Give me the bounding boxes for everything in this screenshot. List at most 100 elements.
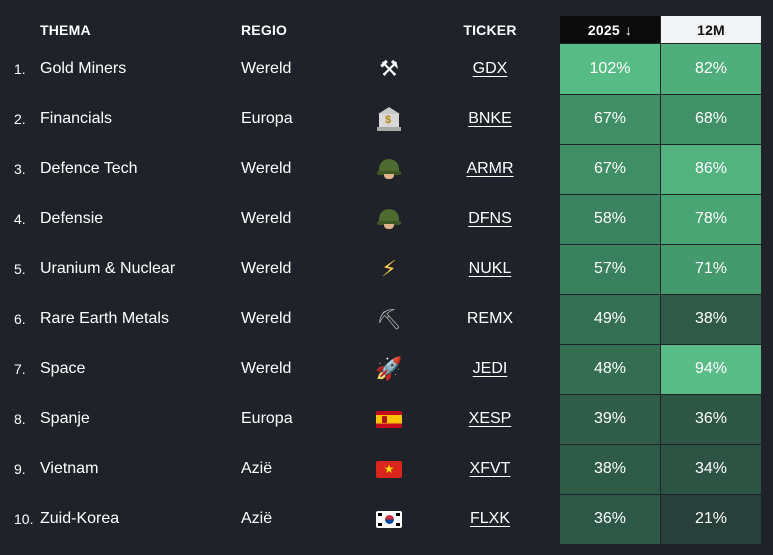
pick-and-hammer-icon: ⚒ <box>379 56 399 81</box>
ticker-cell: ARMR <box>440 144 540 194</box>
table-row[interactable]: 6. Rare Earth Metals Wereld ⛏ REMX 49% 38% <box>0 294 773 344</box>
column-header-thema[interactable]: THEMA <box>40 21 91 38</box>
theme-name: Defence Tech <box>40 160 138 177</box>
table-header: THEMA REGIO TICKER 2025 ↓ 12M <box>0 16 773 43</box>
flag-spain-icon <box>368 394 410 444</box>
ticker-link[interactable]: JEDI <box>472 360 508 377</box>
column-header-2025-label: 2025 <box>587 21 620 38</box>
lightning-icon: ⚡ <box>381 256 397 281</box>
sort-descending-icon: ↓ <box>624 21 633 38</box>
return-2025-cell: 57% <box>560 244 660 294</box>
ticker-link[interactable]: BNKE <box>468 110 512 127</box>
return-12m-cell: 34% <box>661 444 761 494</box>
rank-number: 7. <box>14 361 26 377</box>
row-divider <box>560 144 761 145</box>
return-2025-cell: 36% <box>560 494 660 544</box>
bank-icon: $ <box>368 94 410 144</box>
theme-name: Gold Miners <box>40 60 127 77</box>
pickaxe-icon: ⛏ <box>376 308 402 331</box>
table-row[interactable]: 9. Vietnam Azië ★ XFVT 38% 34% <box>0 444 773 494</box>
return-2025-cell: 67% <box>560 94 660 144</box>
ticker-cell: JEDI <box>440 344 540 394</box>
return-2025-cell: 102% <box>560 44 660 94</box>
ticker-link[interactable]: ARMR <box>466 160 514 177</box>
row-divider <box>560 394 761 395</box>
return-12m-cell: 36% <box>661 394 761 444</box>
theme-name: Rare Earth Metals <box>40 310 169 327</box>
return-12m-cell: 38% <box>661 294 761 344</box>
rank-number: 10. <box>14 511 34 527</box>
return-12m-cell: 82% <box>661 44 761 94</box>
rank-number: 5. <box>14 261 26 277</box>
return-12m-cell: 86% <box>661 144 761 194</box>
row-divider <box>560 344 761 345</box>
ticker-link[interactable]: NUKL <box>468 260 512 277</box>
region-label: Azië <box>241 460 273 477</box>
region-label: Wereld <box>241 260 292 277</box>
theme-name: Zuid-Korea <box>40 510 120 527</box>
table-row[interactable]: 5. Uranium & Nuclear Wereld ⚡ NUKL 57% 71% <box>0 244 773 294</box>
return-12m-cell: 68% <box>661 94 761 144</box>
region-label: Europa <box>241 110 293 127</box>
column-header-ticker[interactable]: TICKER <box>463 21 517 38</box>
region-label: Wereld <box>241 160 292 177</box>
row-divider <box>560 94 761 95</box>
ticker-link[interactable]: XESP <box>468 410 512 427</box>
table-row[interactable]: 2. Financials Europa $ BNKE 67% 68% <box>0 94 773 144</box>
theme-name: Spanje <box>40 410 90 427</box>
region-label: Wereld <box>241 360 292 377</box>
theme-name: Vietnam <box>40 460 99 477</box>
ticker-cell: REMX <box>440 294 540 344</box>
ticker-cell: GDX <box>440 44 540 94</box>
row-divider <box>560 194 761 195</box>
column-header-2025-sorted[interactable]: 2025 ↓ <box>560 16 661 43</box>
table-row[interactable]: 4. Defensie Wereld DFNS 58% 78% <box>0 194 773 244</box>
rank-number: 6. <box>14 311 26 327</box>
ticker-cell: XESP <box>440 394 540 444</box>
return-2025-cell: 49% <box>560 294 660 344</box>
return-12m-cell: 78% <box>661 194 761 244</box>
rocket-icon: 🚀 <box>375 356 403 381</box>
table-row[interactable]: 3. Defence Tech Wereld ARMR 67% 86% <box>0 144 773 194</box>
table-row[interactable]: 10. Zuid-Korea Azië FLXK 36% 21% <box>0 494 773 544</box>
flag-vietnam-icon: ★ <box>368 444 410 494</box>
table-row[interactable]: 7. Space Wereld 🚀 JEDI 48% 94% <box>0 344 773 394</box>
row-divider <box>560 244 761 245</box>
ticker-cell: XFVT <box>440 444 540 494</box>
ticker-link[interactable]: DFNS <box>468 210 512 227</box>
row-divider <box>560 444 761 445</box>
rank-number: 1. <box>14 61 26 77</box>
theme-name: Defensie <box>40 210 104 227</box>
ticker-label: REMX <box>466 310 514 327</box>
ticker-cell: DFNS <box>440 194 540 244</box>
ticker-cell: BNKE <box>440 94 540 144</box>
table-row[interactable]: 1. Gold Miners Wereld ⚒ GDX 102% 82% <box>0 44 773 94</box>
rank-number: 3. <box>14 161 26 177</box>
ticker-link[interactable]: FLXK <box>469 510 510 527</box>
ticker-link[interactable]: GDX <box>472 60 508 77</box>
rank-number: 9. <box>14 461 26 477</box>
rank-number: 2. <box>14 111 26 127</box>
row-divider <box>560 294 761 295</box>
theme-name: Financials <box>40 110 113 127</box>
column-header-regio[interactable]: REGIO <box>241 21 288 38</box>
region-label: Azië <box>241 510 273 527</box>
return-12m-cell: 94% <box>661 344 761 394</box>
region-label: Wereld <box>241 310 292 327</box>
column-header-12m[interactable]: 12M <box>661 16 761 43</box>
ticker-cell: NUKL <box>440 244 540 294</box>
return-2025-cell: 39% <box>560 394 660 444</box>
return-2025-cell: 67% <box>560 144 660 194</box>
return-2025-cell: 38% <box>560 444 660 494</box>
ticker-link[interactable]: XFVT <box>469 460 511 477</box>
theme-name: Uranium & Nuclear <box>40 260 176 277</box>
table-row[interactable]: 8. Spanje Europa XESP 39% 36% <box>0 394 773 444</box>
region-label: Wereld <box>241 60 292 77</box>
return-2025-cell: 48% <box>560 344 660 394</box>
military-helmet-icon <box>368 194 410 244</box>
rank-number: 4. <box>14 211 26 227</box>
return-2025-cell: 58% <box>560 194 660 244</box>
row-divider <box>560 494 761 495</box>
return-12m-cell: 71% <box>661 244 761 294</box>
